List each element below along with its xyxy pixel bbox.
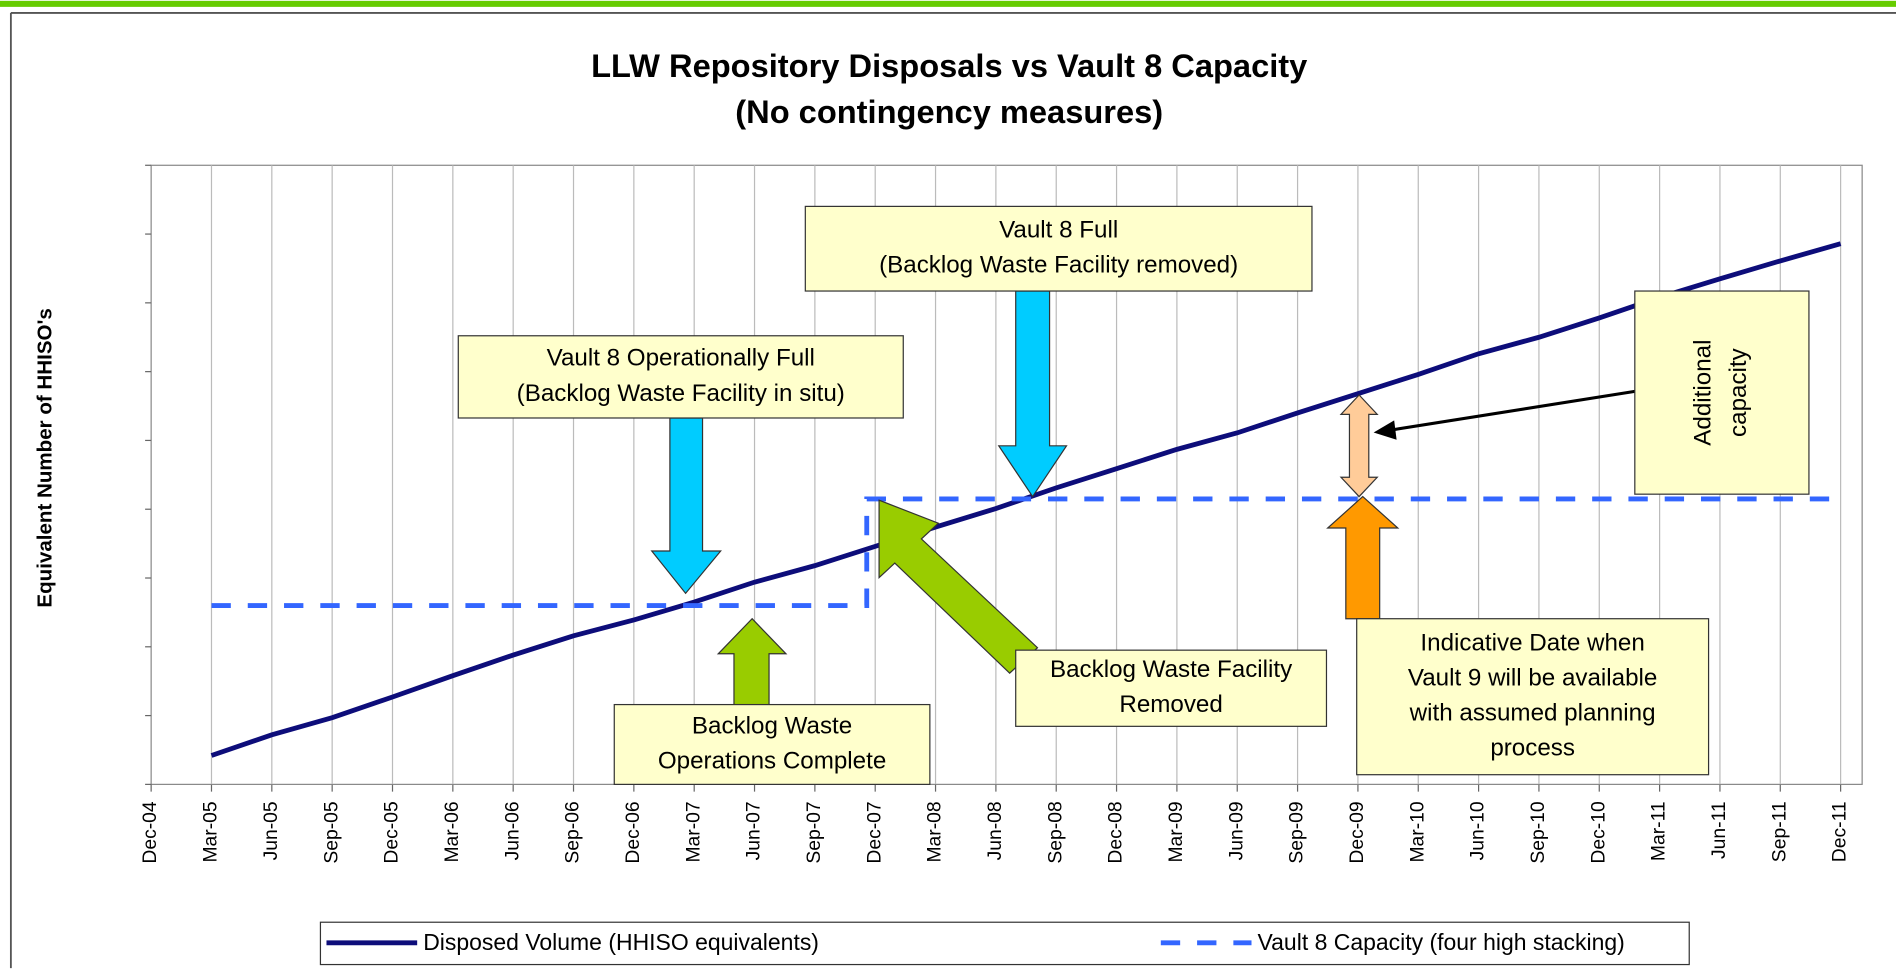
x-tick-label: Sep-11 bbox=[1768, 801, 1790, 862]
x-tick-label: Dec-10 bbox=[1587, 801, 1609, 863]
x-tick-label: Mar-06 bbox=[441, 801, 463, 862]
x-tick-label: Dec-05 bbox=[381, 801, 403, 863]
arrow bbox=[1390, 389, 1636, 432]
annotation-box bbox=[1015, 649, 1328, 727]
legend-label: Disposed Volume (HHISO equivalents) bbox=[423, 929, 819, 955]
x-tick-label: Dec-06 bbox=[622, 801, 644, 863]
x-tick-label: Sep-10 bbox=[1527, 801, 1549, 863]
x-tick-label: Mar-11 bbox=[1648, 801, 1670, 861]
x-tick-label: Dec-08 bbox=[1105, 801, 1127, 863]
series-line bbox=[211, 496, 1841, 608]
legend-label: Vault 8 Capacity (four high stacking) bbox=[1258, 929, 1625, 955]
arrow-head bbox=[1373, 420, 1397, 440]
annotation-text: Vault 8 Operationally Full bbox=[547, 345, 815, 372]
annotation-text: process bbox=[1490, 735, 1575, 762]
plot-frame bbox=[150, 164, 1863, 785]
x-tick-label: Jun-06 bbox=[501, 801, 523, 860]
x-tick-label: Sep-06 bbox=[562, 801, 584, 863]
x-tick-label: Dec-07 bbox=[863, 801, 885, 863]
arrow bbox=[1326, 495, 1400, 620]
annotation-shapes bbox=[650, 290, 1636, 706]
annotation-text: (Backlog Waste Facility removed) bbox=[879, 252, 1238, 279]
legend bbox=[319, 921, 1690, 966]
x-tick-label: Jun-11 bbox=[1708, 801, 1730, 859]
annotation-box bbox=[1356, 618, 1710, 776]
x-tick-label: Dec-04 bbox=[139, 801, 161, 864]
annotation-text: Vault 9 will be available bbox=[1408, 665, 1657, 692]
annotation-text: capacity bbox=[1725, 347, 1752, 437]
annotation-box bbox=[1634, 290, 1810, 495]
x-tick-label: Dec-09 bbox=[1346, 801, 1368, 863]
y-axis-label: Equivalent Number of HHISO's bbox=[33, 308, 56, 607]
x-tick-label: Sep-07 bbox=[803, 801, 825, 863]
arrow bbox=[1339, 394, 1379, 498]
annotation-text: with assumed planning bbox=[1409, 700, 1656, 727]
x-tick-label: Jun-08 bbox=[984, 801, 1006, 860]
x-tick-label: Jun-05 bbox=[260, 801, 282, 860]
chart-subtitle: (No contingency measures) bbox=[735, 93, 1163, 130]
annotation-text: Vault 8 Full bbox=[999, 217, 1118, 244]
x-tick-label: Jun-10 bbox=[1467, 801, 1489, 860]
x-tick-label: Sep-05 bbox=[320, 801, 342, 863]
x-tick-label: Mar-09 bbox=[1165, 801, 1187, 862]
x-tick-label: Mar-10 bbox=[1406, 801, 1428, 862]
x-tick-label: Sep-08 bbox=[1044, 801, 1066, 863]
annotation-text: (Backlog Waste Facility in situ) bbox=[517, 380, 845, 407]
annotation-box bbox=[613, 703, 931, 785]
x-tick-label: Mar-05 bbox=[200, 801, 222, 862]
annotation-box bbox=[804, 205, 1313, 292]
x-tick-label: Mar-07 bbox=[682, 801, 704, 862]
arrow bbox=[997, 290, 1068, 498]
chart-title: LLW Repository Disposals vs Vault 8 Capa… bbox=[591, 47, 1307, 84]
annotation-text: Removed bbox=[1119, 691, 1222, 718]
arrow bbox=[716, 617, 788, 706]
annotation-text: Backlog Waste bbox=[692, 712, 852, 739]
annotation-text: Indicative Date when bbox=[1420, 630, 1644, 657]
annotation-text: Additional bbox=[1690, 340, 1717, 446]
arrow bbox=[650, 417, 722, 595]
annotation-box bbox=[457, 335, 904, 419]
x-tick-label: Jun-09 bbox=[1225, 801, 1247, 860]
annotation-text: Backlog Waste Facility bbox=[1050, 656, 1293, 683]
x-tick-label: Dec-11 bbox=[1829, 801, 1851, 862]
arrow bbox=[878, 499, 1039, 674]
annotation-text: Operations Complete bbox=[658, 747, 886, 774]
x-tick-label: Sep-09 bbox=[1286, 801, 1308, 863]
x-tick-label: Jun-07 bbox=[743, 801, 765, 860]
top-border bbox=[0, 0, 1896, 7]
x-tick-label: Mar-08 bbox=[924, 801, 946, 862]
